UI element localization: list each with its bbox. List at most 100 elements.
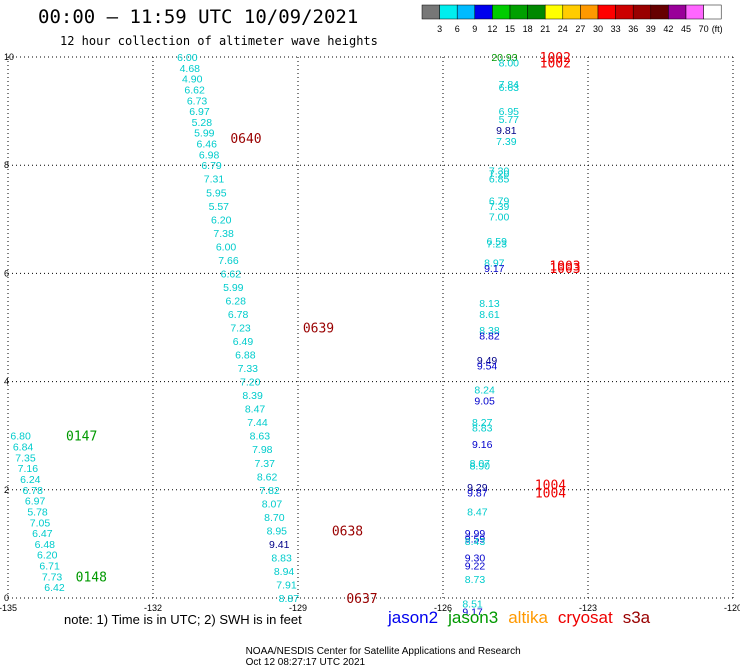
pass-time-label: 0640 — [230, 132, 261, 147]
colorbar-label: 21 — [540, 24, 550, 34]
colorbar-label: 45 — [681, 24, 691, 34]
wave-height-point: 6.79 — [201, 160, 222, 172]
wave-height-point: 6.24 — [20, 474, 41, 486]
wave-height-point: 20.93 — [491, 52, 517, 64]
wave-height-point: 6.20 — [37, 550, 58, 562]
wave-height-point: 7.84 — [499, 79, 520, 91]
wave-height-point: 6.80 — [10, 431, 31, 443]
wave-height-point: 9.17 — [484, 263, 505, 275]
colorbar-label: 30 — [593, 24, 603, 34]
wave-height-point: 6.28 — [226, 295, 247, 307]
wave-height-point: 6.73 — [187, 95, 208, 107]
colorbar-label: 27 — [575, 24, 585, 34]
pass-time-label: 1002 — [540, 51, 571, 66]
wave-height-point: 7.30 — [489, 166, 510, 178]
wave-height-point: 6.59 — [487, 236, 508, 248]
pass-time-label: 0638 — [332, 524, 363, 539]
wave-height-point: 6.97 — [189, 106, 210, 118]
satellite-jason2: jason2 — [388, 608, 439, 627]
y-tick-label: 8 — [4, 160, 9, 170]
pass-time-label: 1004 — [535, 478, 566, 493]
wave-height-point: 5.57 — [209, 201, 230, 213]
pass-time-label: 0148 — [76, 570, 107, 585]
x-tick-label: -126 — [434, 603, 452, 613]
footer-timestamp: Oct 12 08:27:17 UTC 2021 — [245, 657, 366, 668]
satellite-s3a: s3a — [622, 608, 651, 627]
wave-height-point: 9.54 — [477, 360, 498, 372]
wave-height-point: 6.78 — [23, 485, 44, 497]
colorbar-label: 6 — [455, 24, 460, 34]
pass-time-label: 1003 — [549, 262, 580, 277]
wave-height-point: 8.39 — [242, 390, 263, 402]
y-tick-label: 4 — [4, 377, 9, 387]
wave-height-point: 7.23 — [230, 323, 251, 335]
wave-height-point: 8.00 — [499, 57, 520, 69]
wave-height-point: 8.94 — [274, 566, 295, 578]
pass-time-label: 1003 — [549, 259, 580, 274]
x-tick-label: -123 — [579, 603, 597, 613]
wave-height-point: 8.38 — [479, 325, 500, 337]
wave-height-point: 7.39 — [496, 136, 517, 148]
wave-height-point: 7.35 — [15, 452, 36, 464]
wave-height-point: 6.88 — [235, 350, 256, 362]
wave-height-point: 6.71 — [39, 561, 60, 573]
wave-height-point: 8.47 — [245, 404, 266, 416]
wave-height-point: 7.44 — [247, 417, 268, 429]
chart-subtitle: 12 hour collection of altimeter wave hei… — [60, 34, 378, 48]
wave-height-point: 6.95 — [499, 106, 520, 118]
wave-height-point: 8.07 — [470, 458, 491, 470]
satellite-altika: altika — [508, 608, 548, 627]
wave-height-point: 8.63 — [250, 431, 271, 443]
wave-height-point: 7.37 — [255, 458, 276, 470]
wave-height-point: 8.13 — [479, 298, 500, 310]
satellite-legend: jason2 jason3 altika cryosat s3a — [388, 608, 660, 628]
y-tick-label: 6 — [4, 268, 9, 278]
colorbar-label: 12 — [487, 24, 497, 34]
wave-height-point: 7.66 — [218, 255, 239, 267]
wave-height-point: 8.97 — [484, 258, 505, 270]
wave-height-point: 7.39 — [489, 201, 510, 213]
wave-height-point: 6.85 — [489, 174, 510, 186]
wave-height-point: 6.49 — [233, 336, 254, 348]
wave-height-point: 8.83 — [472, 423, 493, 435]
y-tick-label: 10 — [4, 52, 14, 62]
wave-height-point: 7.16 — [18, 463, 39, 475]
pass-time-label: 0637 — [346, 592, 377, 607]
wave-height-point: 8.47 — [467, 506, 488, 518]
colorbar-label: 15 — [505, 24, 515, 34]
wave-height-point: 9.29 — [467, 482, 488, 494]
wave-height-point: 7.00 — [489, 212, 510, 224]
colorbar-label: 9 — [472, 24, 477, 34]
wave-height-point: 6.78 — [228, 309, 249, 321]
y-tick-label: 0 — [4, 593, 9, 603]
color-scale-legend: 3 6 9 12 15 18 21 24 27 30 33 36 39 42 45 70 (ft) — [421, 4, 723, 34]
wave-height-point: 5.99 — [223, 282, 244, 294]
wave-height-point: 6.20 — [211, 214, 232, 226]
wave-height-point: 7.91 — [276, 579, 297, 591]
wave-height-point: 9.99 — [465, 528, 486, 540]
colorbar-label: 24 — [558, 24, 568, 34]
wave-height-point: 8.95 — [267, 525, 288, 537]
x-tick-label: -120 — [724, 603, 740, 613]
wave-height-point: 9.22 — [465, 561, 486, 573]
colorbar-label: 18 — [523, 24, 533, 34]
wave-height-point: 5.28 — [192, 117, 213, 129]
wave-height-point: 5.99 — [194, 128, 215, 140]
wave-height-point: 6.84 — [13, 442, 34, 454]
y-tick-label: 2 — [4, 485, 9, 495]
wave-height-point: 6.47 — [32, 528, 53, 540]
wave-height-point: 7.20 — [240, 377, 261, 389]
wave-height-point: 8.61 — [479, 309, 500, 321]
wave-height-point: 9.49 — [477, 355, 498, 367]
wave-height-point: 5.95 — [206, 187, 227, 199]
wave-height-point: 4.90 — [182, 74, 203, 86]
wave-height-point: 8.83 — [271, 552, 292, 564]
colorbar-label: 33 — [611, 24, 621, 34]
wave-height-point: 7.20 — [489, 168, 510, 180]
pass-time-label: 1002 — [540, 56, 571, 71]
wave-height-point: 5.78 — [27, 506, 48, 518]
wave-height-point: 8.62 — [257, 471, 278, 483]
wave-height-point: 7.05 — [30, 517, 51, 529]
wave-height-point: 8.87 — [279, 593, 300, 605]
wave-height-point: 9.30 — [465, 552, 486, 564]
